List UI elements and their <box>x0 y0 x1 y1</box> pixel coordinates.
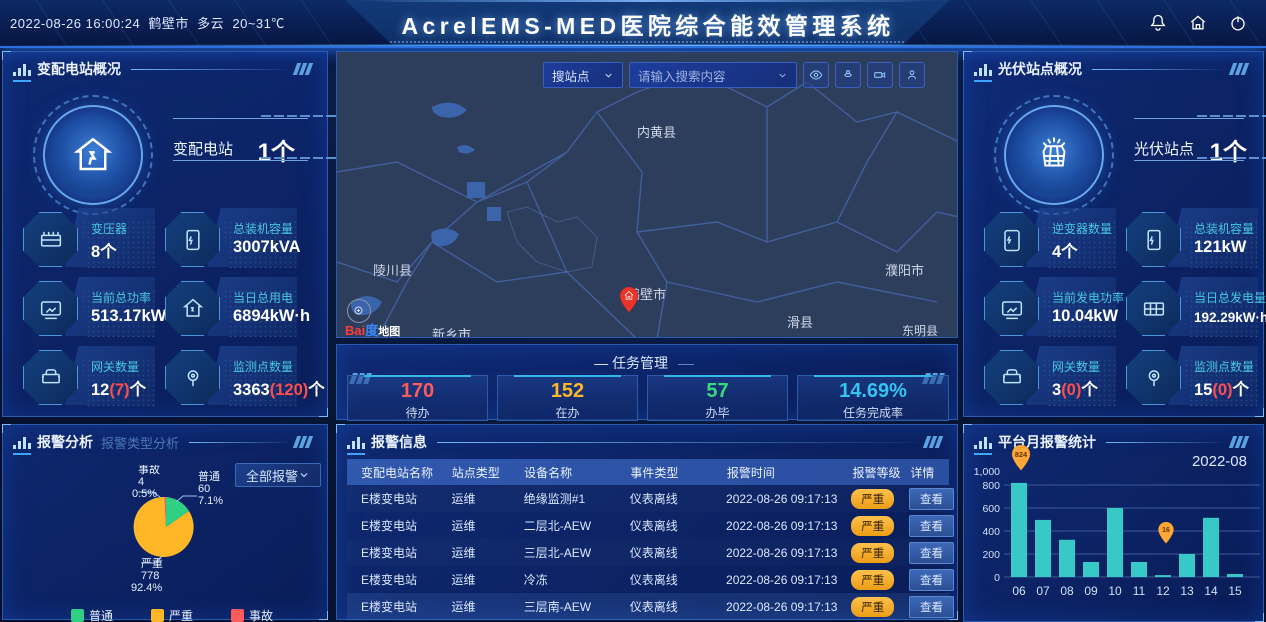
svg-text:778: 778 <box>141 570 159 582</box>
svg-text:08: 08 <box>1060 584 1074 598</box>
svg-text:600: 600 <box>982 503 1000 515</box>
svg-text:800: 800 <box>982 480 1000 492</box>
svg-text:0: 0 <box>994 572 1000 584</box>
svg-text:14: 14 <box>1204 584 1218 598</box>
svg-text:7.1%: 7.1% <box>198 495 223 507</box>
svg-text:07: 07 <box>1036 584 1050 598</box>
svg-text:0.5%: 0.5% <box>132 488 157 500</box>
svg-text:13: 13 <box>1180 584 1194 598</box>
svg-text:15: 15 <box>1228 584 1242 598</box>
svg-text:16: 16 <box>1162 527 1170 534</box>
svg-text:11: 11 <box>1133 584 1146 598</box>
svg-text:10: 10 <box>1108 584 1122 598</box>
svg-text:12: 12 <box>1156 584 1170 598</box>
svg-text:普通: 普通 <box>198 469 220 483</box>
svg-text:60: 60 <box>198 483 210 495</box>
svg-text:事故: 事故 <box>138 465 160 476</box>
svg-text:严重: 严重 <box>141 556 163 570</box>
svg-text:824: 824 <box>1015 450 1028 459</box>
svg-text:200: 200 <box>982 549 1000 561</box>
svg-text:09: 09 <box>1084 584 1098 598</box>
svg-text:4: 4 <box>138 476 144 488</box>
svg-text:06: 06 <box>1012 584 1026 598</box>
svg-text:400: 400 <box>982 526 1000 538</box>
svg-text:1,000: 1,000 <box>974 466 1000 478</box>
